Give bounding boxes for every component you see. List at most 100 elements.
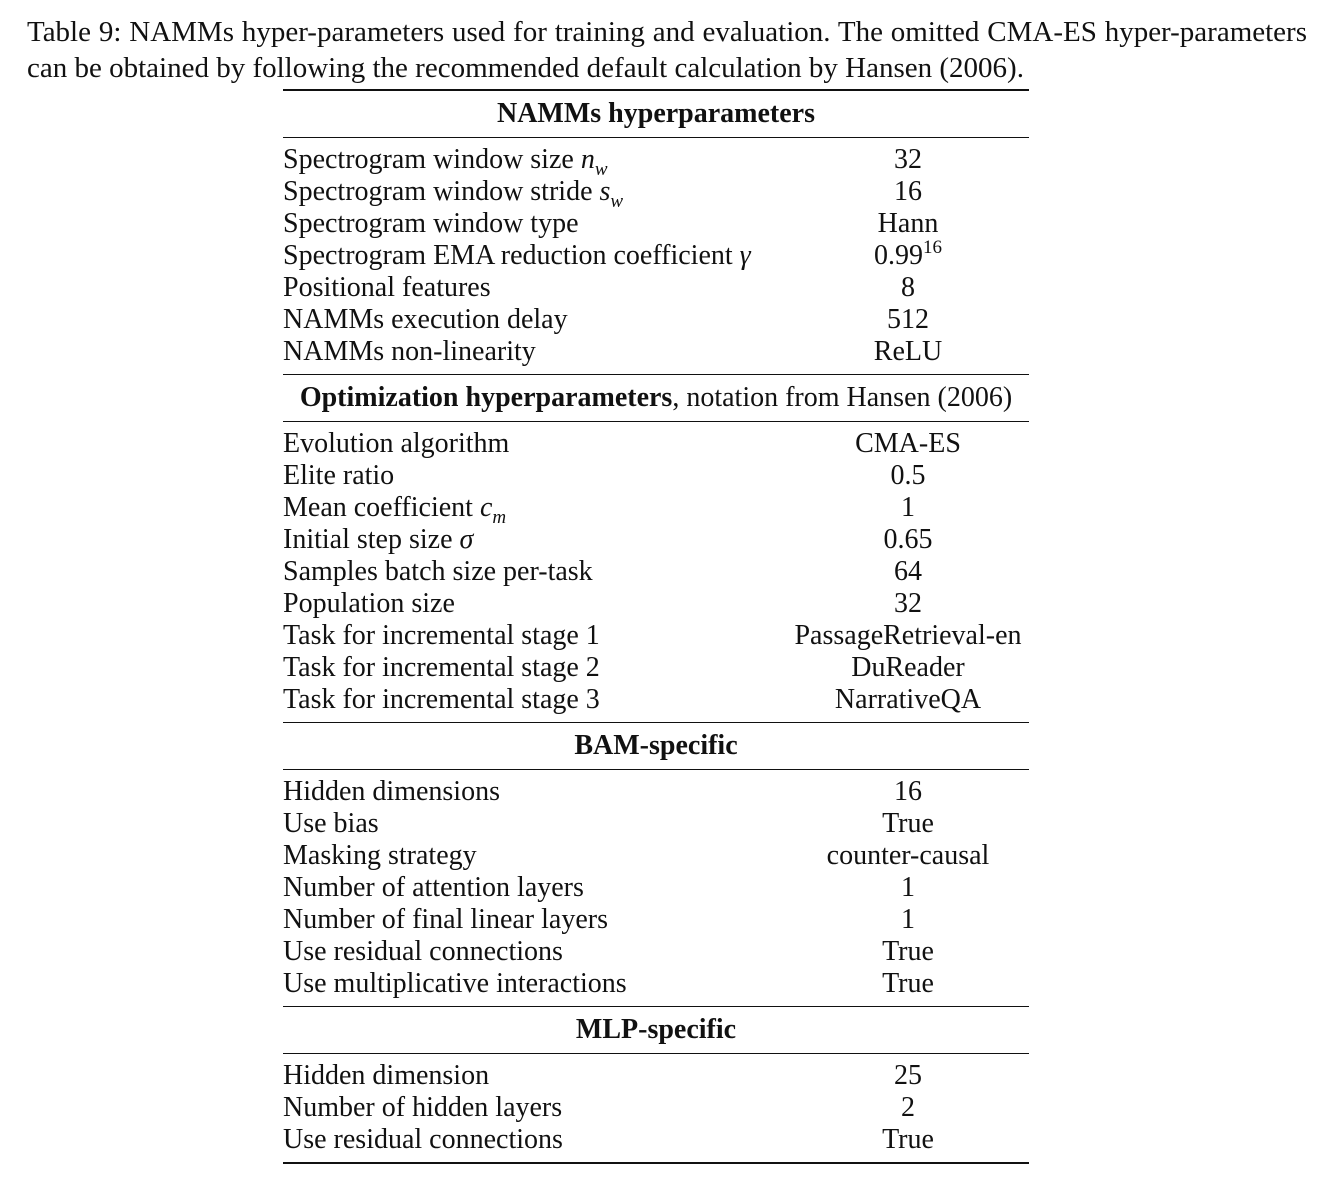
value-text: 0.5 <box>890 460 926 491</box>
parameter-subscript: m <box>492 507 507 528</box>
section-header: MLP-specific <box>283 1007 1029 1053</box>
parameter-label: Use bias <box>283 808 379 839</box>
parameter-label: Task for incremental stage 2 <box>283 652 600 683</box>
table-rule <box>283 769 1029 770</box>
parameter-name: Hidden dimension <box>283 1060 788 1092</box>
section-rows: Evolution algorithm CMA-ES Elite ratio 0.5 M… <box>283 422 1029 722</box>
section-title: NAMMs hyperparameters <box>496 98 816 129</box>
table-row: Mean coefficient cm 1 <box>283 492 1029 527</box>
parameter-symbol: σ <box>459 524 474 555</box>
parameter-symbol: c <box>479 492 493 523</box>
parameter-value: 32 <box>788 588 1028 620</box>
parameter-value: 25 <box>788 1060 1028 1092</box>
table-bottom-rule <box>283 1162 1029 1164</box>
parameter-label: Spectrogram EMA reduction coefficient <box>283 240 740 271</box>
table-row: Positional features 8 <box>283 272 1029 304</box>
parameter-label: Population size <box>283 588 455 619</box>
section-rows: Hidden dimension 25 Number of hidden layer… <box>283 1054 1029 1162</box>
table-row: Use bias True <box>283 808 1029 840</box>
table-row: Use residual connections True <box>283 1124 1029 1156</box>
parameter-label: Masking strategy <box>283 840 477 871</box>
parameter-name: Use multiplicative interactions <box>283 968 788 1000</box>
parameter-subscript: w <box>594 159 608 180</box>
section-title: Optimization hyperparameters <box>299 382 673 413</box>
parameter-label: Spectrogram window size <box>283 144 581 175</box>
parameter-name: Population size <box>283 588 788 620</box>
parameter-name: Task for incremental stage 2 <box>283 652 788 684</box>
value-text: True <box>882 936 934 967</box>
parameter-value: 64 <box>788 556 1028 588</box>
value-text: 32 <box>894 588 922 619</box>
parameter-name: Use residual connections <box>283 936 788 968</box>
parameter-value: 0.65 <box>788 524 1028 556</box>
section-header: BAM-specific <box>283 723 1029 769</box>
parameter-value: 2 <box>788 1092 1028 1124</box>
section-rows: Hidden dimensions 16 Use bias True Masking s… <box>283 770 1029 1006</box>
parameter-label: Positional features <box>283 272 491 303</box>
table-row: Task for incremental stage 2 DuReader <box>283 652 1029 684</box>
value-text: 8 <box>901 272 915 303</box>
value-text: 0.65 <box>883 524 933 555</box>
parameter-name: Masking strategy <box>283 840 788 872</box>
parameter-label: Elite ratio <box>283 460 395 491</box>
value-superscript: 16 <box>923 237 942 258</box>
table-caption: Table 9: NAMMs hyper-parameters used for… <box>27 16 1307 84</box>
parameter-value: 1 <box>788 872 1028 904</box>
parameter-name: Task for incremental stage 1 <box>283 620 788 652</box>
value-text: DuReader <box>851 652 965 683</box>
table-rule <box>283 89 1029 91</box>
value-text: 32 <box>894 144 922 175</box>
parameter-value: True <box>788 936 1028 968</box>
table-row: Spectrogram window type Hann <box>283 208 1029 240</box>
parameter-name: Use residual connections <box>283 1124 788 1156</box>
parameter-label: Evolution algorithm <box>283 428 510 459</box>
parameter-name: Spectrogram window size nw <box>283 144 788 179</box>
parameter-label: Task for incremental stage 1 <box>283 620 600 651</box>
table-rule <box>283 1053 1029 1054</box>
parameter-label: Use multiplicative interactions <box>283 968 627 999</box>
parameter-label: Number of hidden layers <box>283 1092 563 1123</box>
parameter-name: NAMMs execution delay <box>283 304 788 336</box>
parameter-name: Mean coefficient cm <box>283 492 788 527</box>
parameter-label: NAMMs execution delay <box>283 304 568 335</box>
section-title: BAM-specific <box>574 730 738 761</box>
parameter-label: Hidden dimension <box>283 1060 490 1091</box>
table-row: Use residual connections True <box>283 936 1029 968</box>
table-row: Population size 32 <box>283 588 1029 620</box>
parameter-value: PassageRetrieval-en <box>788 620 1028 652</box>
table-rule <box>283 421 1029 422</box>
value-text: PassageRetrieval-en <box>794 620 1022 651</box>
table-rule <box>283 374 1029 375</box>
parameter-label: Initial step size <box>283 524 460 555</box>
table-row: NAMMs execution delay 512 <box>283 304 1029 336</box>
parameter-value: NarrativeQA <box>788 684 1028 716</box>
parameter-name: Elite ratio <box>283 460 788 492</box>
parameter-name: Number of hidden layers <box>283 1092 788 1124</box>
parameter-value: DuReader <box>788 652 1028 684</box>
parameter-value: True <box>788 808 1028 840</box>
parameter-symbol: s <box>599 176 611 207</box>
parameter-value: 0.5 <box>788 460 1028 492</box>
parameter-name: Spectrogram EMA reduction coefficient γ <box>283 240 788 272</box>
table-row: Task for incremental stage 3 NarrativeQA <box>283 684 1029 716</box>
parameter-value: True <box>788 1124 1028 1156</box>
parameter-name: Positional features <box>283 272 788 304</box>
parameter-label: Number of final linear layers <box>283 904 608 935</box>
value-text: 512 <box>887 304 929 335</box>
parameter-label: Samples batch size per-task <box>283 556 593 587</box>
parameter-label: Hidden dimensions <box>283 776 500 807</box>
value-text: 25 <box>894 1060 922 1091</box>
parameter-value: CMA-ES <box>788 428 1028 460</box>
value-text: 1 <box>901 904 915 935</box>
parameter-label: Spectrogram window type <box>283 208 579 239</box>
table-row: Spectrogram window stride sw 16 <box>283 176 1029 211</box>
table-row: Hidden dimensions 16 <box>283 776 1029 808</box>
parameter-name: Hidden dimensions <box>283 776 788 808</box>
parameter-name: Number of final linear layers <box>283 904 788 936</box>
parameter-value: ReLU <box>788 336 1028 368</box>
table-row: Samples batch size per-task 64 <box>283 556 1029 588</box>
value-text: 64 <box>894 556 922 587</box>
value-text: Hann <box>877 208 939 239</box>
table-row: NAMMs non-linearity ReLU <box>283 336 1029 368</box>
